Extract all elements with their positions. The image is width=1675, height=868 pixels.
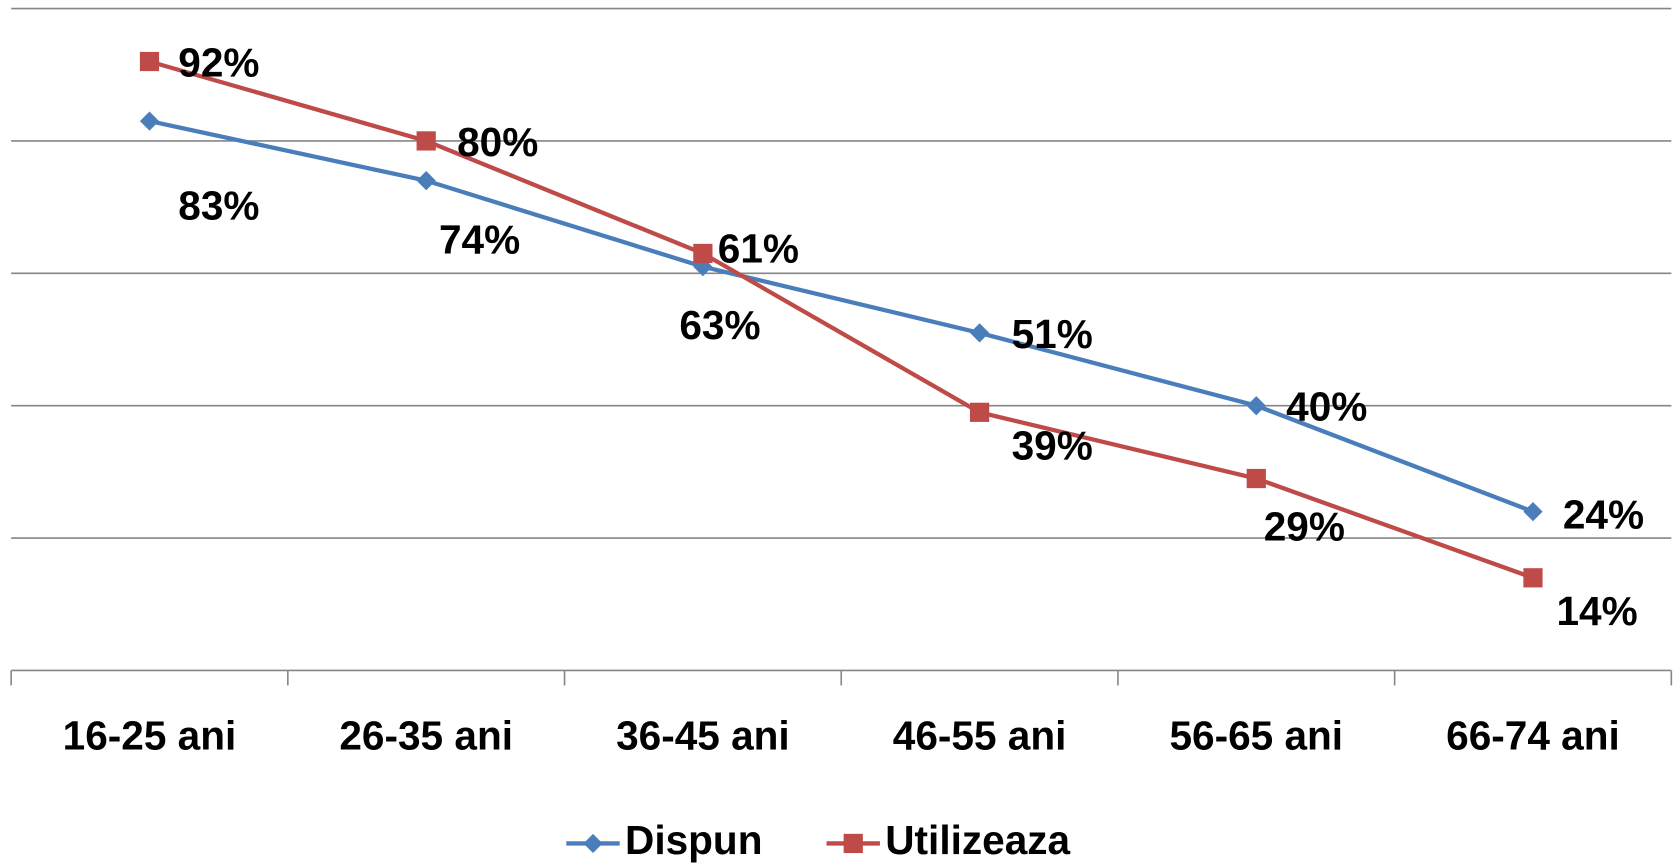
legend-label: Dispun xyxy=(625,817,762,863)
data-label: 92% xyxy=(178,39,259,85)
point-marker xyxy=(139,51,160,72)
point-marker xyxy=(693,243,713,264)
point-marker xyxy=(416,131,436,151)
point-marker xyxy=(1246,396,1266,416)
legend-marker xyxy=(843,833,863,854)
legend-label: Utilizeaza xyxy=(885,817,1070,863)
x-tick-label: 36-45 ani xyxy=(616,713,790,759)
data-label: 14% xyxy=(1556,588,1637,634)
x-tick-label: 56-65 ani xyxy=(1169,713,1343,759)
point-marker xyxy=(1523,502,1543,522)
point-marker xyxy=(969,323,990,343)
x-tick-label: 46-55 ani xyxy=(893,713,1067,759)
data-label: 83% xyxy=(178,182,259,228)
x-tick-label: 66-74 ani xyxy=(1446,713,1620,759)
data-label: 63% xyxy=(679,302,760,348)
point-marker xyxy=(1523,568,1543,588)
data-label: 74% xyxy=(439,216,520,262)
point-marker xyxy=(693,257,713,277)
legend-marker xyxy=(583,833,603,854)
point-marker xyxy=(416,171,436,191)
point-marker xyxy=(1246,468,1266,489)
x-tick-label: 26-35 ani xyxy=(339,713,513,759)
data-label: 51% xyxy=(1012,311,1093,357)
data-label: 61% xyxy=(718,225,799,271)
data-label: 29% xyxy=(1264,503,1345,549)
data-label: 24% xyxy=(1563,492,1644,538)
series-line xyxy=(148,59,1534,580)
data-label: 80% xyxy=(457,119,538,165)
series-line xyxy=(149,118,1534,514)
point-marker xyxy=(139,111,160,131)
x-tick-label: 16-25 ani xyxy=(63,713,237,759)
data-label: 39% xyxy=(1012,422,1093,468)
data-label: 40% xyxy=(1286,384,1367,430)
point-marker xyxy=(969,402,990,422)
